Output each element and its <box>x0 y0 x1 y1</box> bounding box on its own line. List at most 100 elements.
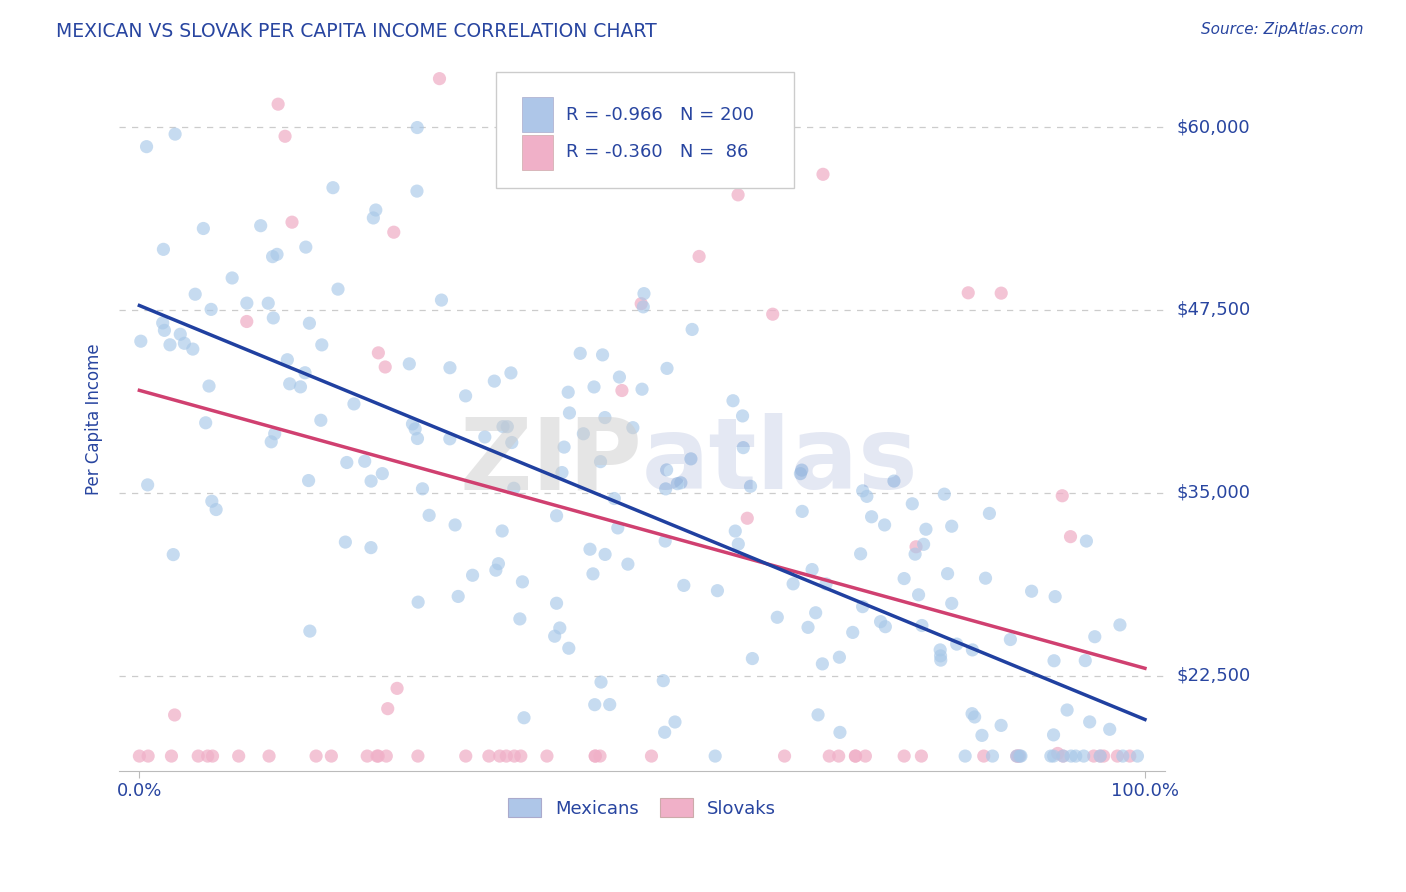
Point <box>664 714 686 729</box>
Point <box>666 476 689 491</box>
Point <box>963 710 986 724</box>
Point <box>582 566 605 581</box>
Text: $60,000: $60,000 <box>1177 118 1250 136</box>
Point <box>278 376 301 391</box>
Point <box>1112 749 1135 764</box>
Point <box>633 286 655 301</box>
Point <box>773 749 796 764</box>
Point <box>990 718 1012 732</box>
Point <box>579 542 602 557</box>
Point <box>631 382 654 396</box>
Point <box>704 749 727 764</box>
Point <box>654 534 676 549</box>
Point <box>496 419 519 434</box>
Point <box>908 46 931 61</box>
Point <box>385 681 408 696</box>
Point <box>309 413 332 427</box>
Text: atlas: atlas <box>643 413 918 510</box>
Point <box>929 653 952 667</box>
Point <box>910 749 932 764</box>
Point <box>1126 749 1149 764</box>
Point <box>347 46 370 61</box>
Point <box>1083 749 1105 764</box>
Point <box>406 120 429 135</box>
Point <box>915 522 938 536</box>
Point <box>281 215 304 229</box>
Point <box>138 46 160 61</box>
Point <box>491 524 513 538</box>
Point <box>257 296 280 310</box>
Point <box>418 508 440 523</box>
Point <box>439 360 461 375</box>
Point <box>1076 534 1098 549</box>
Point <box>543 629 565 643</box>
Point <box>160 749 183 764</box>
Text: $22,500: $22,500 <box>1177 666 1250 684</box>
Point <box>377 701 399 715</box>
Point <box>740 479 762 493</box>
Point <box>488 557 510 571</box>
Point <box>911 618 934 632</box>
Point <box>1098 723 1121 737</box>
Point <box>1119 749 1142 764</box>
Point <box>398 357 420 371</box>
Point <box>1042 749 1064 764</box>
Point <box>184 287 207 301</box>
Point <box>941 596 963 610</box>
Point <box>655 463 678 477</box>
Point <box>766 610 789 624</box>
Point <box>461 568 484 582</box>
Point <box>815 577 838 591</box>
Point <box>1064 749 1087 764</box>
Point <box>621 46 644 61</box>
Point <box>1008 749 1031 764</box>
Point <box>801 563 824 577</box>
Point <box>1107 749 1129 764</box>
Point <box>326 282 349 296</box>
Point <box>856 489 879 503</box>
Point <box>173 336 195 351</box>
Point <box>828 650 851 665</box>
Point <box>929 643 952 657</box>
Point <box>609 370 631 384</box>
Point <box>679 451 702 466</box>
Point <box>953 749 976 764</box>
Point <box>893 572 915 586</box>
Point <box>654 482 676 496</box>
Point <box>169 327 191 342</box>
Point <box>852 483 875 498</box>
Point <box>979 507 1001 521</box>
Point <box>197 749 219 764</box>
Point <box>367 749 389 764</box>
Point <box>621 420 644 434</box>
Point <box>727 187 749 202</box>
Point <box>1092 749 1115 764</box>
Point <box>630 296 652 310</box>
Text: R = -0.360   N =  86: R = -0.360 N = 86 <box>565 144 748 161</box>
Point <box>201 494 224 508</box>
Point <box>204 46 226 61</box>
Point <box>606 521 628 535</box>
Point <box>198 379 221 393</box>
Point <box>1059 530 1081 544</box>
Point <box>375 749 398 764</box>
Point <box>904 547 927 561</box>
Point <box>447 590 470 604</box>
Point <box>276 352 298 367</box>
Point <box>162 548 184 562</box>
Point <box>733 441 755 455</box>
Point <box>553 440 575 454</box>
Point <box>163 708 186 723</box>
Point <box>1052 489 1074 503</box>
Point <box>869 615 891 629</box>
Point <box>366 749 388 764</box>
Point <box>1052 749 1074 764</box>
Point <box>353 454 375 468</box>
Point <box>957 285 980 300</box>
Point <box>406 749 429 764</box>
Point <box>669 475 692 490</box>
Point <box>360 541 382 555</box>
Point <box>382 225 405 239</box>
Point <box>266 247 288 261</box>
Point <box>905 540 928 554</box>
